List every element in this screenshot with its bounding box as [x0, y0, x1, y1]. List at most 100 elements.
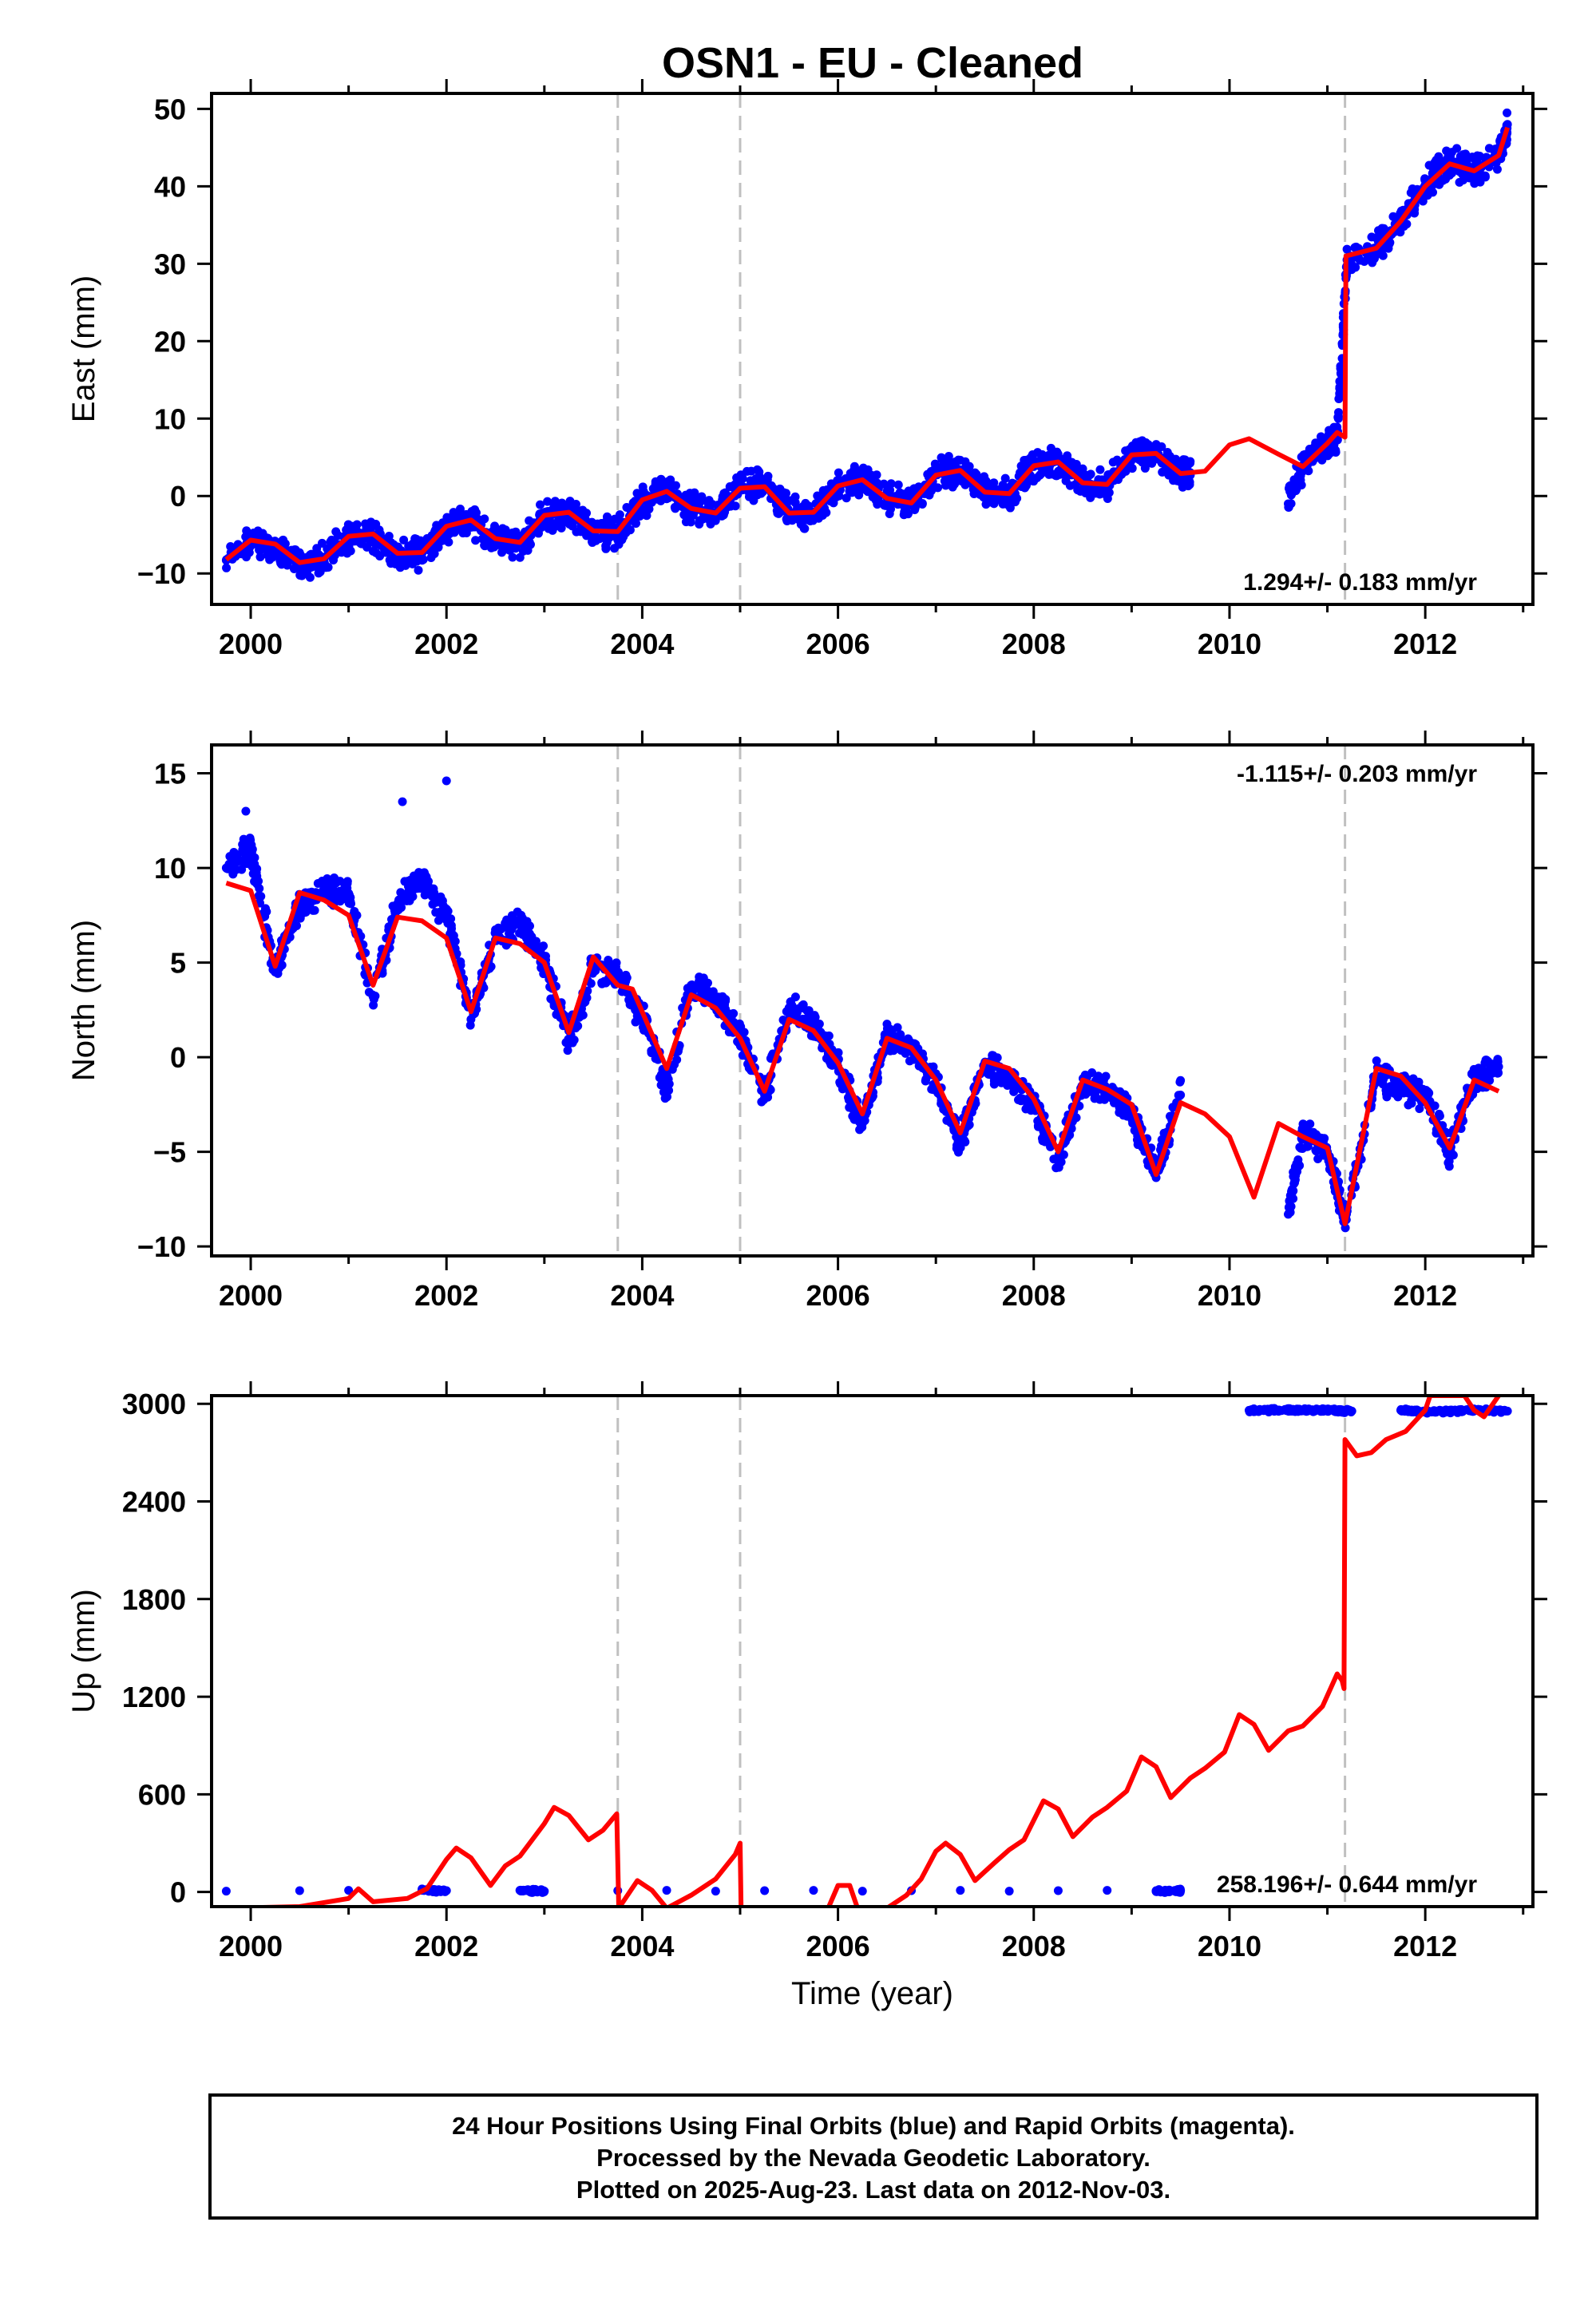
- east-point: [347, 521, 357, 531]
- north-y-tick-label: 10: [154, 852, 186, 885]
- east-x-tick-label: 2000: [219, 628, 283, 660]
- up-x-tick-label: 2000: [219, 1930, 283, 1963]
- east-point: [444, 537, 453, 547]
- up-point: [1004, 1887, 1014, 1896]
- east-point: [326, 537, 335, 547]
- north-point: [1038, 1136, 1047, 1146]
- north-point: [810, 1011, 819, 1020]
- footer-line-3: Plotted on 2025-Aug-23. Last data on 201…: [576, 2176, 1170, 2204]
- east-point: [1423, 191, 1432, 200]
- north-point: [250, 859, 259, 869]
- east-point: [1461, 149, 1471, 159]
- north-point: [518, 929, 528, 939]
- east-point: [1360, 257, 1369, 267]
- north-point: [413, 884, 422, 893]
- up-point: [711, 1887, 720, 1896]
- east-point: [536, 500, 545, 509]
- north-point: [667, 1064, 677, 1074]
- east-point: [508, 553, 517, 562]
- east-rate-annotation: 1.294+/- 0.183 mm/yr: [1243, 569, 1477, 596]
- north-point: [1448, 1151, 1458, 1160]
- north-point: [399, 893, 409, 902]
- north-point: [506, 916, 516, 925]
- east-point: [255, 553, 265, 562]
- north-point: [568, 1038, 577, 1048]
- north-x-tick-label: 2000: [219, 1279, 283, 1312]
- north-y-tick-label: −5: [153, 1136, 186, 1169]
- east-point: [418, 556, 427, 565]
- north-point: [664, 1086, 674, 1095]
- north-point: [1303, 1142, 1313, 1151]
- north-point: [720, 1000, 730, 1009]
- north-point: [261, 904, 271, 913]
- east-point: [1127, 464, 1137, 473]
- east-point: [1435, 180, 1444, 189]
- east-panel: 2000 2002 2004 2006 2008 2010 2012−10010203040…: [66, 79, 1547, 660]
- north-point: [586, 979, 596, 988]
- north-point: [901, 1048, 910, 1058]
- east-point: [670, 502, 679, 512]
- up-point: [1503, 1406, 1512, 1416]
- up-rate-annotation: 258.196+/- 0.644 mm/yr: [1217, 1871, 1477, 1898]
- east-point: [1434, 152, 1444, 161]
- east-point: [794, 515, 804, 525]
- up-point: [1265, 1406, 1274, 1416]
- north-point: [1016, 1096, 1026, 1106]
- east-point: [368, 546, 378, 556]
- east-point: [725, 482, 735, 492]
- up-point: [1439, 1406, 1448, 1416]
- east-point: [549, 500, 559, 509]
- east-point: [1005, 503, 1015, 513]
- north-point: [882, 1020, 892, 1029]
- north-point: [409, 871, 418, 881]
- up-point: [1103, 1886, 1112, 1895]
- north-point: [824, 1031, 834, 1040]
- up-x-tick-label: 2004: [610, 1930, 674, 1963]
- east-point: [950, 479, 960, 489]
- east-point: [295, 550, 305, 560]
- north-point: [398, 797, 407, 806]
- east-point: [493, 541, 502, 550]
- east-point: [1331, 446, 1341, 455]
- north-point: [695, 976, 704, 986]
- east-point: [1016, 468, 1025, 477]
- north-point: [1372, 1056, 1381, 1066]
- north-plot-frame: [210, 743, 1535, 1258]
- north-point: [491, 925, 501, 934]
- north-point: [394, 905, 403, 915]
- up-x-axis-label: Time (year): [791, 1976, 953, 2011]
- east-point: [582, 509, 592, 518]
- east-point: [1011, 497, 1020, 507]
- up-y-tick-label: 600: [138, 1778, 186, 1811]
- up-x-tick-label: 2002: [414, 1930, 478, 1963]
- up-model-curve: [226, 1396, 1501, 1907]
- east-point: [1179, 475, 1189, 485]
- footer-line-1: 24 Hour Positions Using Final Orbits (bl…: [452, 2112, 1295, 2140]
- north-point: [1494, 1062, 1503, 1071]
- north-point: [1435, 1111, 1444, 1121]
- up-point: [1299, 1406, 1309, 1416]
- north-point: [343, 877, 352, 886]
- north-point: [960, 1135, 969, 1145]
- north-point: [446, 914, 456, 924]
- east-y-tick-label: 30: [154, 248, 186, 280]
- north-point: [442, 776, 451, 786]
- east-point: [910, 505, 920, 515]
- east-point: [873, 500, 882, 509]
- north-point: [984, 1065, 993, 1075]
- east-point: [592, 519, 602, 529]
- north-point: [232, 853, 242, 862]
- east-point: [961, 462, 971, 472]
- north-point: [1341, 1223, 1350, 1233]
- up-plot-frame: [210, 1394, 1535, 1908]
- east-point: [1475, 174, 1485, 184]
- east-point: [375, 552, 385, 561]
- north-point: [956, 1143, 965, 1152]
- up-point: [1450, 1406, 1459, 1416]
- north-point: [604, 955, 613, 964]
- north-point: [1287, 1186, 1297, 1196]
- north-point: [1475, 1066, 1484, 1075]
- up-x-tick-label: 2012: [1393, 1930, 1457, 1963]
- north-model-curve: [225, 881, 1500, 1226]
- north-point: [344, 897, 354, 906]
